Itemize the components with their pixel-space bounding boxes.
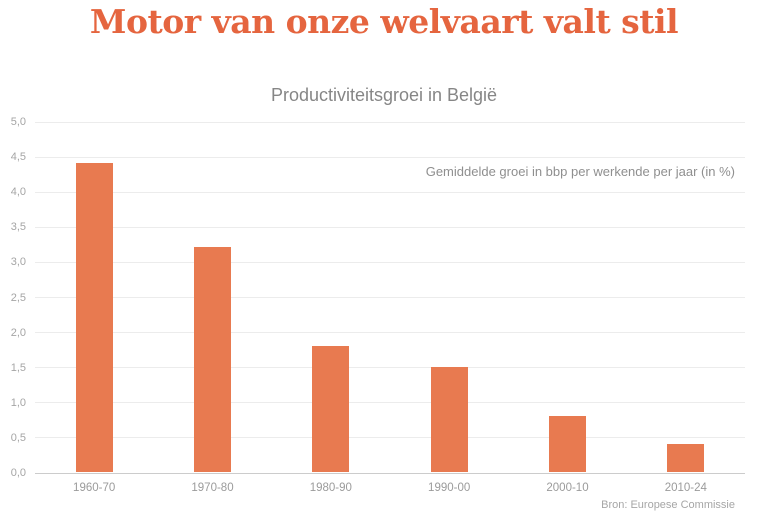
y-axis-tick-label: 4,5 — [10, 151, 26, 164]
x-axis-tick-label: 2000-10 — [546, 482, 589, 494]
y-axis-tick-label: 0,0 — [10, 467, 26, 479]
chart-title: Productiviteitsgroei in België — [270, 85, 498, 105]
y-axis-tick-label: 3,0 — [10, 256, 26, 269]
gridline — [35, 261, 745, 263]
gridline — [35, 121, 745, 123]
x-axis-baseline — [35, 472, 745, 474]
gridline — [35, 297, 745, 298]
bar — [549, 415, 586, 472]
bar — [430, 366, 468, 472]
x-axis-tick-label: 1970-80 — [191, 482, 234, 494]
chart-annotation: Gemiddelde groei in bbp per werkende per… — [425, 164, 735, 179]
y-axis-tick-label: 1,5 — [10, 361, 26, 374]
bar — [194, 247, 231, 472]
gridline — [35, 191, 745, 193]
page-title: Motor van onze welvaart valt stil — [89, 2, 679, 41]
plot-area: 0,0 0,5 1,0 1,5 2,0 2,5 3,0 3,5 4,0 4,5 5,0 1960-70… — [11, 116, 745, 494]
y-axis-tick-label: 1,0 — [10, 396, 26, 409]
gridline — [35, 156, 745, 158]
y-axis-tick-label: 3,5 — [10, 221, 26, 234]
x-axis-tick-label: 2010-24 — [664, 482, 707, 494]
y-axis-tick-label: 2,0 — [10, 326, 26, 339]
y-axis-tick-label: 5,0 — [10, 116, 26, 128]
x-axis-tick-label: 1960-70 — [73, 482, 116, 494]
gridline — [35, 367, 745, 369]
x-axis-tick-label: 1990-00 — [428, 482, 471, 494]
source-credit: Bron: Europese Commissie — [601, 499, 735, 511]
gridline — [35, 226, 745, 228]
x-axis-tick-label: 1980-90 — [309, 482, 352, 494]
y-axis-tick-label: 0,5 — [10, 431, 26, 444]
gridline — [35, 437, 745, 439]
gridline — [35, 402, 745, 404]
gridline — [35, 332, 745, 334]
bar — [312, 345, 350, 472]
y-axis-tick-label: 4,0 — [10, 186, 26, 199]
bar — [75, 163, 113, 472]
y-axis-tick-label: 2,5 — [10, 291, 26, 304]
bar — [667, 443, 705, 472]
